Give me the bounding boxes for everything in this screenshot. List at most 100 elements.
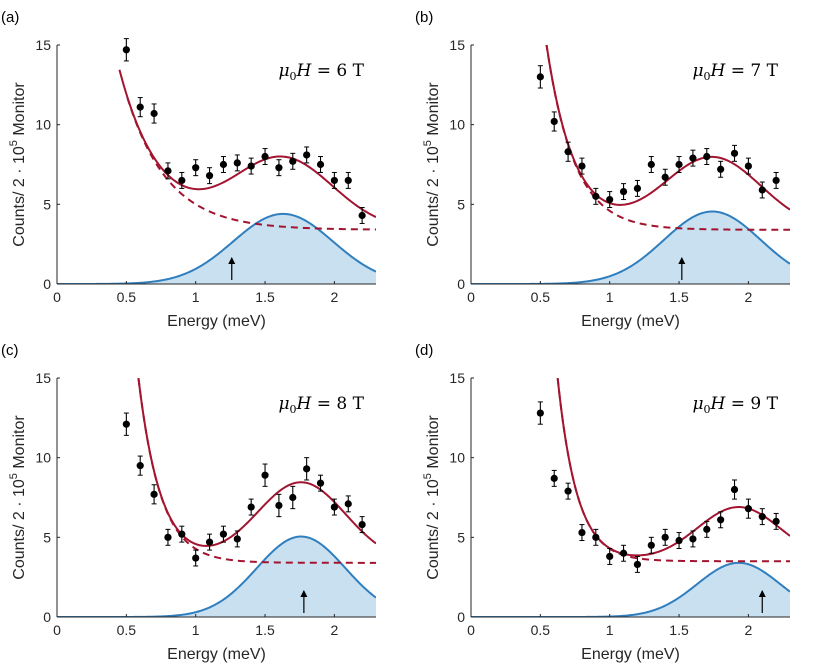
data-point [647, 156, 655, 173]
y-tick-label: 15 [35, 370, 51, 386]
marker [717, 165, 725, 173]
marker [205, 538, 214, 546]
marker [536, 73, 544, 81]
marker [675, 160, 683, 169]
data-point [178, 525, 186, 543]
marker [261, 471, 269, 479]
marker [122, 46, 130, 54]
x-tick-label: 0 [467, 622, 475, 638]
marker [303, 465, 311, 473]
marker [233, 159, 241, 167]
panel-a: 0 0.5 1 1.5 2 0 5 10 15 Energy (meV) Counts/ 2 · 1… [1, 9, 376, 330]
data-point [316, 474, 325, 492]
x-tick-label: 1 [192, 622, 200, 638]
marker [330, 176, 338, 185]
data-point [550, 111, 558, 132]
x-tick-label: 0 [53, 289, 61, 305]
arrow-marker [228, 257, 236, 280]
x-tick-label: 2 [330, 622, 338, 638]
marker [316, 479, 325, 487]
marker [261, 152, 269, 161]
data-point [192, 159, 200, 177]
data-point [647, 536, 655, 554]
marker [675, 536, 683, 545]
x-tick-label: 0.5 [117, 289, 137, 305]
data-point [703, 520, 711, 538]
marker [164, 167, 172, 175]
data-point [744, 498, 752, 519]
y-tick-label: 15 [449, 37, 465, 53]
data-point [122, 38, 130, 62]
y-tick-label: 15 [35, 37, 51, 53]
fit-curve [137, 378, 376, 547]
marker [150, 490, 158, 498]
data-point [136, 455, 144, 476]
data-point [164, 162, 172, 180]
y-axis-label: Counts/ 2 · 105 Monitor [8, 415, 28, 580]
panel-label: (d) [415, 342, 433, 359]
data-point [233, 530, 241, 548]
data-point [136, 97, 144, 118]
marker [289, 157, 297, 165]
field-annotation: μ0H = 6 T [278, 61, 364, 83]
y-tick-label: 0 [43, 276, 51, 292]
marker [592, 192, 600, 200]
marker [758, 186, 766, 194]
x-axis-label: Energy (meV) [167, 646, 266, 663]
data-point [150, 103, 158, 124]
marker [661, 173, 669, 181]
data-point [122, 412, 130, 436]
marker [289, 493, 297, 502]
data-point [358, 516, 366, 534]
marker [164, 533, 172, 541]
data-point [344, 495, 352, 513]
data-point [619, 544, 628, 562]
data-point [330, 171, 338, 189]
marker [247, 503, 255, 511]
x-tick-label: 1 [606, 289, 614, 305]
data-point [275, 493, 283, 518]
data-point [633, 555, 642, 573]
y-tick-label: 5 [457, 529, 465, 545]
marker [136, 462, 144, 470]
y-tick-label: 0 [457, 609, 465, 625]
data-point [536, 65, 544, 89]
data-point [689, 149, 697, 167]
y-tick-label: 15 [449, 370, 465, 386]
marker [316, 160, 325, 169]
marker [772, 176, 780, 185]
y-tick-label: 10 [449, 117, 465, 133]
data-point [578, 157, 586, 175]
marker [578, 162, 586, 170]
x-tick-label: 1.5 [255, 289, 275, 305]
data-point [233, 154, 241, 172]
marker [192, 164, 200, 172]
marker [122, 420, 130, 428]
data-point [772, 171, 780, 189]
marker [330, 503, 338, 511]
data-point [178, 171, 186, 189]
data-point [536, 401, 544, 425]
data-point [261, 463, 269, 487]
data-point [164, 528, 172, 546]
data-point [205, 533, 214, 551]
y-axis-label: Counts/ 2 · 105 Monitor [422, 82, 442, 247]
data-point [247, 157, 255, 175]
peak-fill [57, 536, 376, 617]
panel-label: (b) [415, 9, 433, 26]
marker [178, 176, 186, 185]
data-point [219, 156, 228, 173]
marker [619, 187, 628, 196]
marker [536, 409, 544, 417]
y-tick-label: 5 [457, 196, 465, 212]
data-point [192, 549, 200, 567]
x-tick-label: 1.5 [669, 289, 689, 305]
y-tick-label: 10 [35, 117, 51, 133]
marker [647, 160, 655, 169]
data-point [247, 498, 255, 516]
y-tick-label: 5 [43, 529, 51, 545]
data-point [606, 547, 614, 565]
marker [550, 474, 558, 482]
marker [303, 151, 311, 159]
marker [606, 195, 614, 204]
